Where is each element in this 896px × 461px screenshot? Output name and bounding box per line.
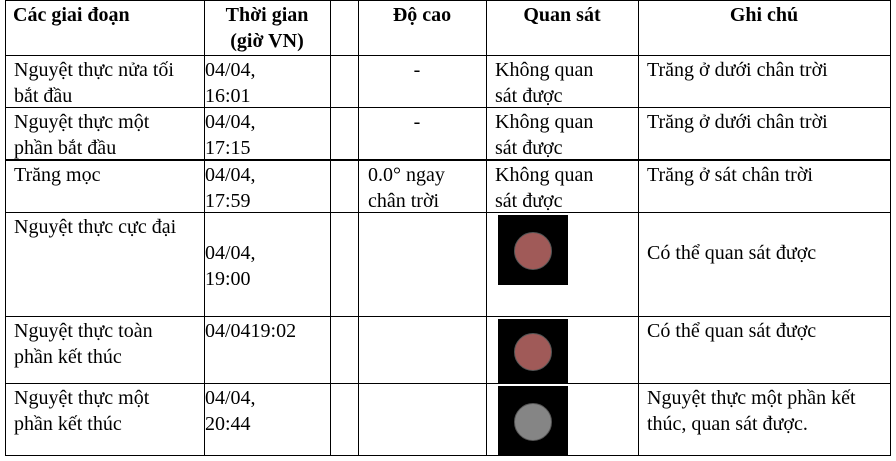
moon	[514, 402, 552, 441]
note-cell: Có thể quan sát được	[647, 242, 817, 264]
moon-image	[498, 386, 568, 455]
note-cell: Nguyệt thực một phần kết thúc, quan sát …	[647, 387, 856, 435]
row-line	[5, 212, 890, 213]
column-line	[5, 0, 6, 456]
stage-cell: Nguyệt thực cực đại	[14, 216, 177, 238]
stage-cell: Trăng mọc	[14, 164, 101, 186]
row-line	[5, 316, 890, 317]
moon-image	[498, 319, 568, 383]
column-line	[890, 0, 891, 456]
height-cell: -	[413, 59, 421, 81]
column-line	[204, 0, 205, 456]
header-cell: Quan sát	[523, 4, 601, 26]
column-line	[486, 0, 487, 456]
note-cell: Trăng ở dưới chân trời	[647, 111, 828, 133]
observe-cell: Không quan sát được	[495, 111, 594, 159]
note-cell: Trăng ở sát chân trời	[647, 164, 813, 186]
time-cell: 04/04, 19:00	[205, 242, 256, 290]
row-line	[5, 0, 890, 1]
time-cell: 04/04, 17:15	[205, 111, 256, 159]
moon	[514, 333, 552, 371]
observe-cell: Không quan sát được	[495, 59, 594, 107]
time-cell: 04/0419:02	[205, 320, 297, 342]
stage-cell: Nguyệt thực một phần bắt đầu	[14, 111, 150, 159]
header-cell: Ghi chú	[729, 4, 799, 26]
moon-image	[498, 215, 568, 285]
note-cell: Trăng ở dưới chân trời	[647, 59, 828, 81]
column-line	[358, 0, 359, 456]
header-cell: Các giai đoạn	[13, 4, 130, 26]
moon	[514, 232, 552, 270]
row-line	[5, 159, 890, 161]
stage-cell: Nguyệt thực một phần kết thúc	[14, 387, 150, 435]
height-cell: 0.0° ngay chân trời	[368, 164, 445, 212]
stage-cell: Nguyệt thực nửa tối bắt đầu	[14, 59, 174, 107]
time-cell: 04/04, 16:01	[205, 59, 256, 107]
observe-cell: Không quan sát được	[495, 164, 594, 212]
header-cell: Độ cao	[392, 4, 452, 26]
column-line	[330, 0, 331, 456]
row-line	[5, 55, 890, 56]
column-line	[638, 0, 639, 456]
time-cell: 04/04, 17:59	[205, 164, 256, 212]
row-line	[5, 107, 890, 108]
row-line	[5, 383, 890, 384]
height-cell: -	[413, 111, 421, 133]
note-cell: Có thể quan sát được	[647, 320, 817, 342]
row-line	[5, 455, 890, 456]
stage-cell: Nguyệt thực toàn phần kết thúc	[14, 320, 153, 368]
header-cell: Thời gian (giờ VN)	[225, 4, 309, 52]
time-cell: 04/04, 20:44	[205, 387, 256, 435]
